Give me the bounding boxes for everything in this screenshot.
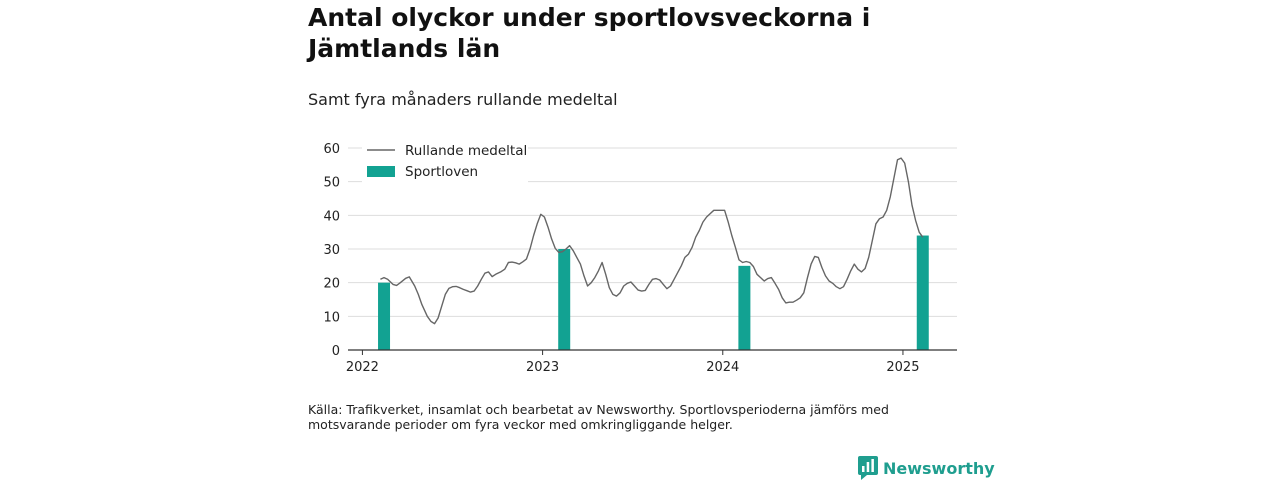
legend-background (362, 138, 528, 186)
y-tick-label-50: 50 (323, 176, 340, 191)
y-tick-label-30: 30 (323, 243, 340, 258)
x-tick-label-2022: 2022 (346, 360, 379, 375)
bar-sportloven-3 (916, 235, 929, 350)
line-rullande-medeltal (380, 157, 924, 325)
y-tick-label-10: 10 (323, 310, 340, 325)
x-tick-label-2024: 2024 (706, 360, 739, 375)
bar-sportloven-2 (738, 265, 751, 350)
newsworthy-logo-icon (858, 456, 878, 480)
axes: 0 10 20 30 40 50 60 2022 2023 2024 2025 (323, 142, 957, 375)
legend-bar-swatch (367, 166, 395, 177)
chart-title: Antal olyckor under sportlovsveckorna i … (308, 3, 871, 63)
legend-label-bar: Sportloven (405, 164, 478, 180)
source-note: Källa: Trafikverket, insamlat och bearbe… (308, 402, 889, 432)
brand-name: Newsworthy (883, 458, 995, 478)
y-tick-label-60: 60 (323, 142, 340, 157)
brand-logo[interactable]: Newsworthy (858, 456, 995, 480)
y-tick-label-20: 20 (323, 277, 340, 292)
y-tick-label-40: 40 (323, 209, 340, 224)
legend-label-line: Rullande medeltal (405, 143, 527, 159)
bar-sportloven-1 (558, 249, 571, 350)
chart-subtitle: Samt fyra månaders rullande medeltal (308, 90, 618, 109)
y-tick-label-0: 0 (332, 344, 340, 359)
line-series (380, 157, 924, 325)
x-tick-label-2023: 2023 (526, 360, 559, 375)
bar-sportloven-0 (378, 282, 391, 350)
legend: Rullande medeltal Sportloven (362, 138, 528, 186)
x-tick-label-2025: 2025 (886, 360, 919, 375)
bars (378, 235, 929, 350)
chart: 0 10 20 30 40 50 60 2022 2023 2024 2025 Rullande m… (323, 138, 957, 375)
